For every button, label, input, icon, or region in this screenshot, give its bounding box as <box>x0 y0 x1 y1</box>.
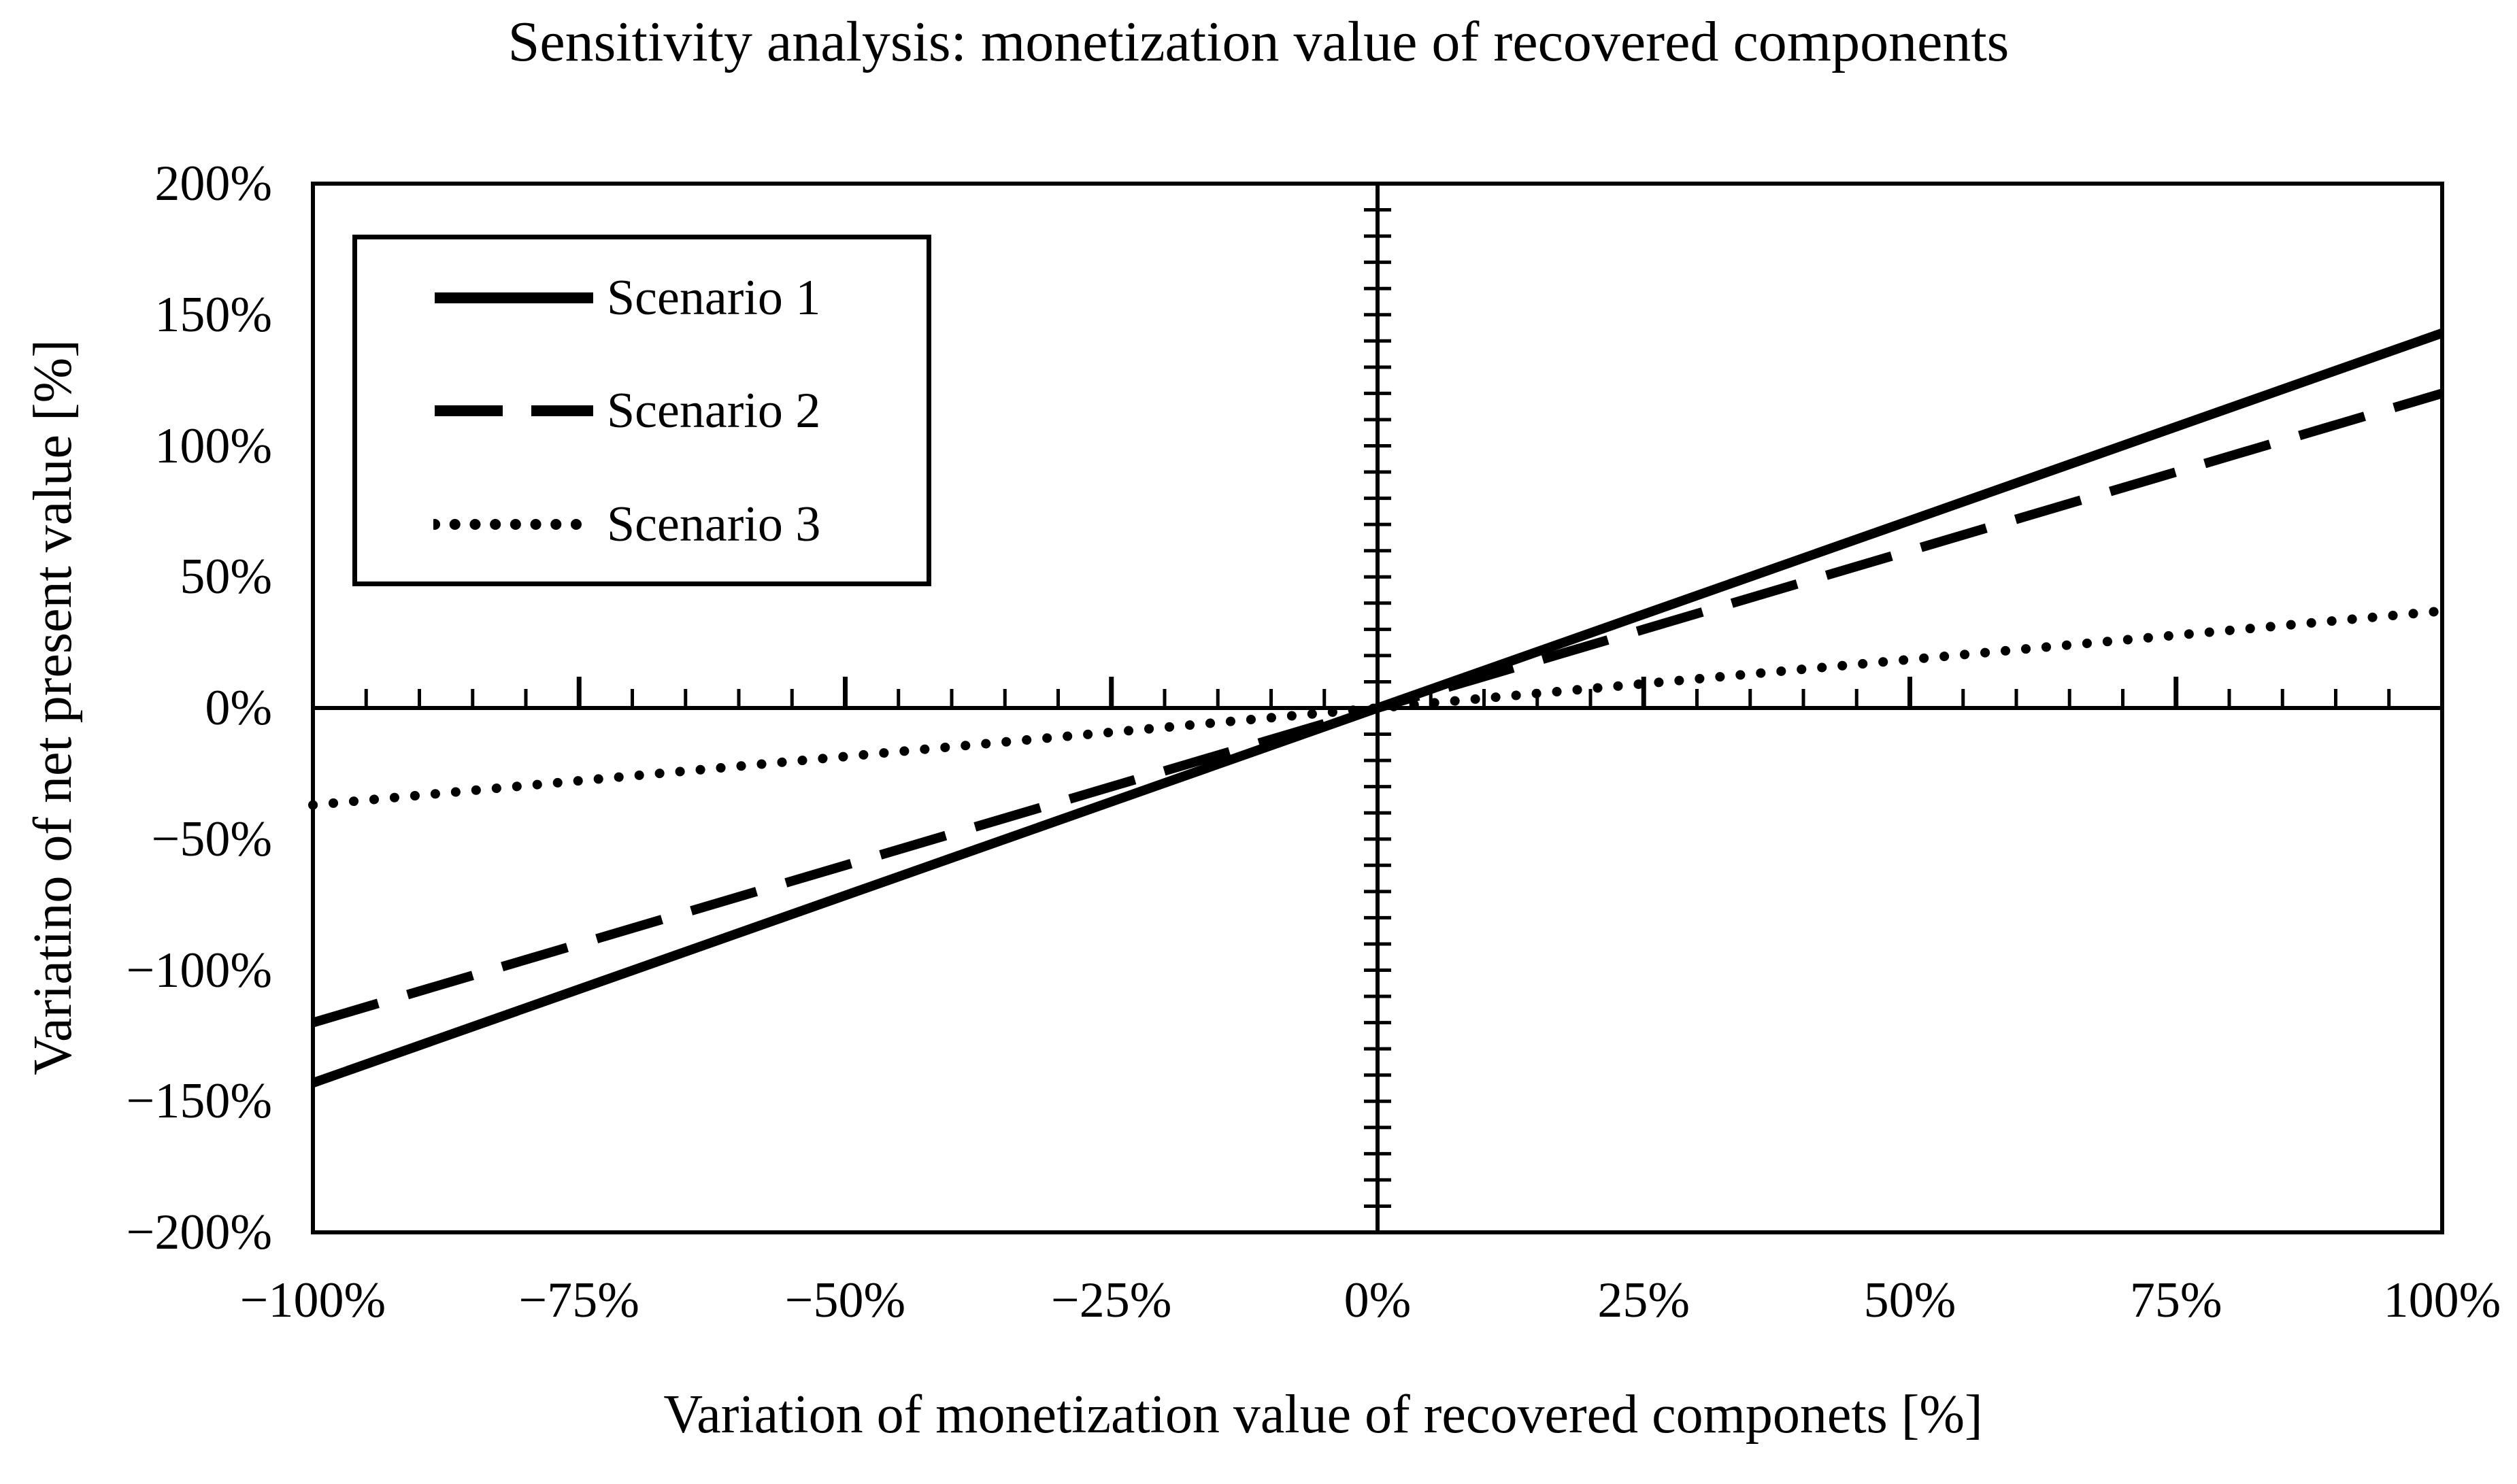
x-axis-title: Variation of monetization value of recov… <box>663 1385 1983 1445</box>
legend-sample-solid-line <box>435 292 593 303</box>
x-tick-label: −50% <box>784 1272 906 1328</box>
legend-sample-dashed-line <box>435 405 593 416</box>
legend: Scenario 1 Scenario 2 Scenario 3 <box>352 235 931 586</box>
chart-title: Sensitivity analysis: monetization value… <box>507 10 2010 73</box>
y-tick-label: −100% <box>126 942 272 998</box>
x-tick-label: −100% <box>239 1272 386 1328</box>
y-tick-label: 100% <box>154 418 272 474</box>
x-tick-label: 75% <box>2129 1272 2222 1328</box>
legend-item: Scenario 1 <box>357 239 927 356</box>
y-tick-label: 200% <box>154 156 272 212</box>
y-tick-label: −200% <box>126 1204 272 1260</box>
legend-label: Scenario 1 <box>607 269 821 326</box>
x-tick-label: 0% <box>1344 1272 1412 1328</box>
x-tick-label: 25% <box>1597 1272 1690 1328</box>
x-tick-label: −25% <box>1051 1272 1172 1328</box>
y-tick-label: 50% <box>180 549 272 605</box>
series-line-dotted <box>308 606 2447 810</box>
legend-item: Scenario 2 <box>357 352 927 469</box>
x-tick-label: 50% <box>1863 1272 1956 1328</box>
x-tick-label: 100% <box>2383 1272 2501 1328</box>
y-tick-label: −150% <box>126 1073 272 1130</box>
x-tick-label: −75% <box>518 1272 639 1328</box>
legend-label: Scenario 2 <box>607 382 821 439</box>
legend-item: Scenario 3 <box>357 466 927 583</box>
y-tick-label: 0% <box>205 680 272 736</box>
legend-sample-dotted-line <box>433 519 595 530</box>
y-tick-label: 150% <box>154 286 272 343</box>
y-tick-label: −50% <box>151 811 272 867</box>
legend-label: Scenario 3 <box>607 496 821 552</box>
